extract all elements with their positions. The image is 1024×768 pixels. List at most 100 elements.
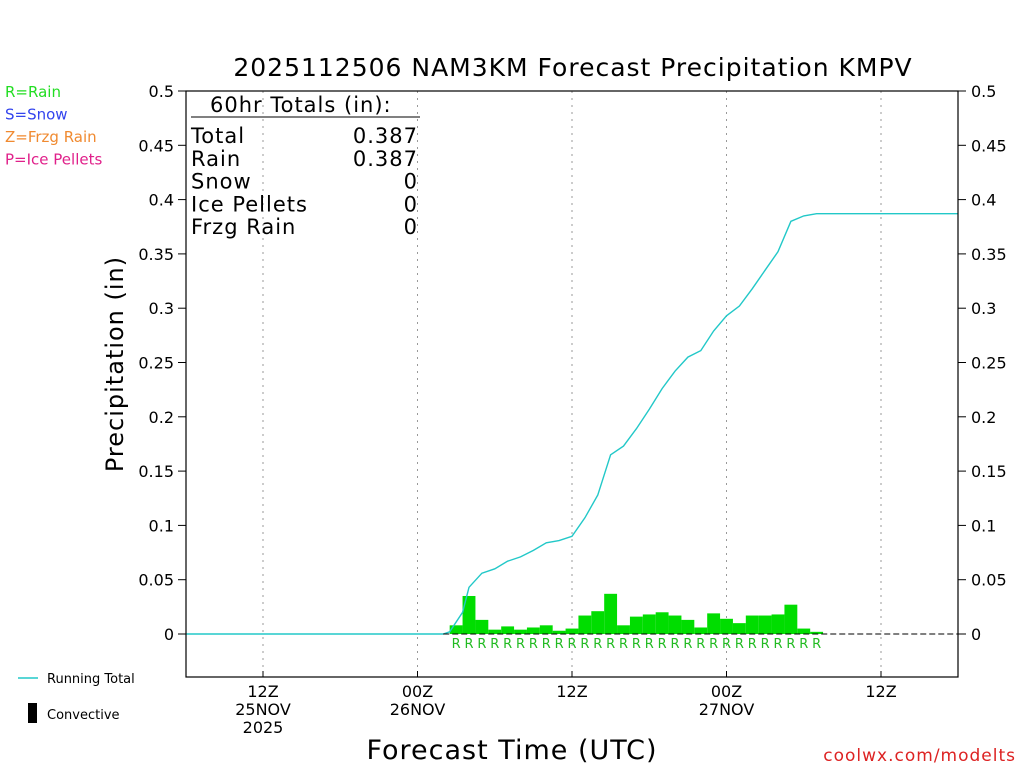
- precip-bar: [449, 625, 463, 634]
- totals-row-value: 0.387: [353, 147, 418, 171]
- y-tick-label-left: 0.25: [138, 354, 174, 373]
- precip-type-letter: R: [555, 637, 564, 652]
- precip-type-letter: R: [670, 637, 679, 652]
- precip-bar: [771, 614, 785, 634]
- x-tick-label: 26NOV: [390, 700, 446, 719]
- precip-bar: [707, 613, 721, 634]
- y-tick-label-left: 0.35: [138, 245, 174, 264]
- x-tick-label: 00Z: [402, 682, 433, 701]
- precip-bar: [617, 625, 630, 634]
- y-tick-label-left: 0.45: [138, 136, 174, 155]
- precip-type-letter: R: [503, 637, 512, 652]
- precip-bar: [501, 626, 515, 634]
- precip-type-letter: R: [490, 637, 499, 652]
- totals-heading: 60hr Totals (in):: [210, 93, 392, 117]
- y-axis-label: Precipitation (in): [101, 256, 129, 472]
- ptype-legend-item: R=Rain: [5, 83, 61, 101]
- totals-box: 60hr Totals (in): Total 0.387 Rain 0.387 Snow…: [190, 93, 420, 239]
- running-total-layer: [185, 213, 959, 635]
- x-tick-label: 12Z: [247, 682, 278, 701]
- totals-row-label: Frzg Rain: [191, 215, 296, 239]
- precip-bar: [784, 604, 798, 634]
- chart-title: 2025112506 NAM3KM Forecast Precipitation…: [233, 53, 912, 82]
- x-axis-label: Forecast Time (UTC): [366, 735, 657, 766]
- precip-bar: [810, 631, 824, 634]
- running-total-line: [185, 213, 959, 635]
- precip-type-letter: R: [696, 637, 705, 652]
- precip-type-letter: R: [529, 637, 538, 652]
- y-tick-label-left: 0.5: [149, 82, 174, 101]
- precip-bar: [514, 629, 527, 634]
- precip-bar: [668, 615, 682, 634]
- totals-row-value: 0: [404, 192, 418, 216]
- precip-type-letter: R: [722, 637, 731, 652]
- precip-type-letter: R: [709, 637, 718, 652]
- precip-bar: [720, 618, 733, 634]
- precip-type-letter: R: [748, 637, 757, 652]
- y-tick-label-left: 0.1: [149, 516, 174, 535]
- ptype-legend-item: S=Snow: [5, 106, 68, 124]
- precip-bar: [745, 615, 759, 634]
- convective-swatch: [28, 703, 37, 723]
- x-tick-label: 27NOV: [699, 700, 755, 719]
- ptype-legend: R=Rain S=Snow Z=Frzg Rain P=Ice Pellets: [5, 83, 102, 169]
- precip-type-letter: R: [542, 637, 551, 652]
- precip-bar: [526, 627, 540, 634]
- precip-bar: [681, 619, 695, 634]
- totals-row-value: 0: [404, 215, 418, 239]
- y-tick-label-right: 0.2: [971, 408, 996, 427]
- y-tick-label-left: 0.15: [138, 462, 174, 481]
- precip-bar: [552, 630, 566, 634]
- totals-row-label: Snow: [191, 170, 252, 194]
- y-tick-label-left: 0.2: [149, 408, 174, 427]
- precip-bar: [475, 619, 489, 634]
- precip-bar: [655, 612, 669, 634]
- totals-row-label: Ice Pellets: [191, 192, 308, 216]
- precip-bar: [591, 611, 605, 634]
- y-tick-label-right: 0.05: [971, 571, 1007, 590]
- y-tick-label-left: 0.4: [149, 191, 174, 210]
- precip-bar: [797, 628, 811, 634]
- precip-bar: [694, 627, 708, 634]
- x-tick-label: 12Z: [865, 682, 896, 701]
- x-tick-label: 00Z: [711, 682, 742, 701]
- y-tick-label-right: 0.3: [971, 299, 996, 318]
- precip-type-letter: R: [464, 637, 473, 652]
- totals-row-label: Rain: [191, 147, 241, 171]
- y-tick-label-left: 0.05: [138, 571, 174, 590]
- precip-bar: [462, 595, 476, 634]
- grid-lines: [262, 91, 882, 677]
- totals-row-label: Total: [190, 124, 245, 148]
- precip-type-letter: R: [773, 637, 782, 652]
- totals-row-value: 0.387: [353, 124, 418, 148]
- precip-type-letter: R: [761, 637, 770, 652]
- precip-bar: [488, 629, 502, 634]
- precip-bar: [565, 628, 579, 634]
- precip-type-letter: R: [786, 637, 795, 652]
- precip-type-letter: R: [683, 637, 692, 652]
- hourly-bars: [449, 593, 824, 634]
- precip-type-letter: R: [606, 637, 615, 652]
- precip-bar: [578, 615, 592, 634]
- precip-type-letter: R: [812, 637, 821, 652]
- precip-type-letter: R: [735, 637, 744, 652]
- precip-type-letter: R: [593, 637, 602, 652]
- x-tick-label: 12Z: [556, 682, 587, 701]
- precip-bar: [758, 615, 772, 634]
- credit-link[interactable]: coolwx.com/modelts: [823, 746, 1016, 766]
- y-tick-label-right: 0: [971, 625, 981, 644]
- precip-type-letter: R: [619, 637, 628, 652]
- y-tick-label-right: 0.4: [971, 191, 996, 210]
- y-tick-label-right: 0.5: [971, 82, 996, 101]
- precip-type-letter: R: [799, 637, 808, 652]
- precip-type-letter: R: [658, 637, 667, 652]
- precip-type-letter: R: [516, 637, 525, 652]
- precip-type-letter: R: [645, 637, 654, 652]
- precip-type-letter: R: [452, 637, 461, 652]
- precip-type-letter: R: [567, 637, 576, 652]
- legend-running-total: Running Total: [47, 672, 135, 687]
- precip-type-letter: R: [632, 637, 641, 652]
- ptype-legend-item: P=Ice Pellets: [5, 151, 102, 169]
